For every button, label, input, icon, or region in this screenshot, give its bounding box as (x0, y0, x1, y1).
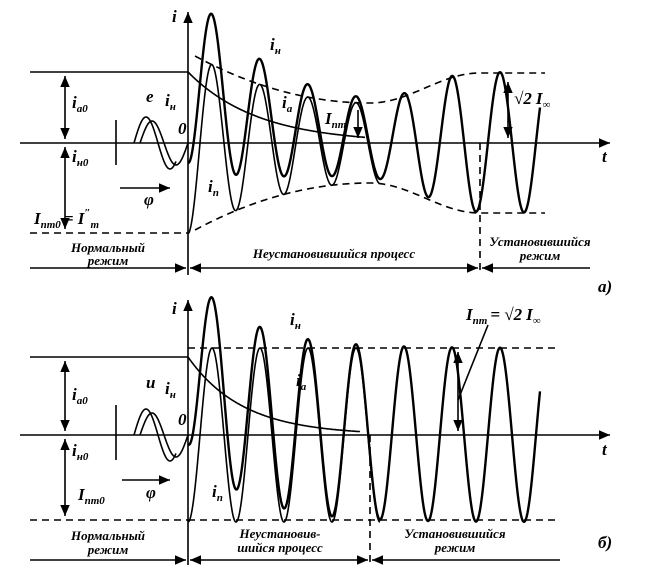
label: φ (146, 483, 156, 502)
label: φ (144, 190, 154, 209)
axis-label: t (602, 147, 608, 166)
label: iн0 (72, 441, 89, 463)
axis-label: t (602, 440, 608, 459)
panel-b: i t б) iн ia Iпm = √2 I∞ ia0 iн0 u iн 0 φ … (20, 296, 612, 565)
caption: а) (598, 277, 612, 296)
label: e (146, 87, 154, 106)
region-label: Установившийся (489, 234, 590, 249)
panel-a: i t а) iн ia Iпm √2 I∞ ia0 iн0 e iн 0 φ I… (20, 7, 612, 296)
label: iп (212, 482, 223, 504)
region-label: Неустановив- (239, 526, 321, 541)
caption: б) (598, 533, 612, 552)
label: Iпm = √2 I∞ (465, 305, 541, 327)
label: iп (208, 177, 219, 199)
label: Iпm0 (77, 485, 105, 507)
label: Iпm (324, 109, 347, 131)
periodic-current (187, 63, 381, 235)
label: iн (165, 379, 176, 401)
total-current (187, 12, 542, 214)
total-current (187, 296, 542, 524)
label: u (146, 373, 155, 392)
axis-label: i (172, 299, 177, 318)
region-label: режим (519, 248, 561, 263)
voltage (133, 408, 177, 462)
label: iн (165, 91, 176, 113)
label: iн (290, 310, 301, 332)
region-label: Нормальный (70, 528, 145, 543)
label: iн0 (72, 147, 89, 169)
label: ia0 (72, 385, 88, 407)
label: Iпm0 = I″m (33, 207, 99, 231)
leader (457, 324, 489, 401)
label: √2 I∞ (514, 89, 550, 111)
aperiodic-current (187, 356, 361, 433)
label: ia (296, 371, 307, 393)
envelope (194, 182, 545, 231)
region-label: шийся процесс (237, 540, 323, 555)
region-label: режим (87, 542, 129, 557)
label: 0 (178, 119, 187, 138)
voltage (133, 116, 177, 170)
region-label: Установившийся (404, 526, 505, 541)
axis-label: i (172, 7, 177, 26)
aperiodic-current (187, 71, 365, 139)
prefault-current (139, 120, 189, 166)
label: ia0 (72, 93, 88, 115)
label: ia (282, 93, 293, 115)
label: iн (270, 35, 281, 57)
prefault-current (139, 412, 189, 458)
region-label: режим (434, 540, 476, 555)
region-label: режим (87, 253, 129, 268)
label: 0 (178, 410, 187, 429)
envelope (194, 55, 545, 104)
region-label: Нормальный (70, 240, 145, 255)
region-label: Неустановившийся процесс (252, 246, 415, 261)
